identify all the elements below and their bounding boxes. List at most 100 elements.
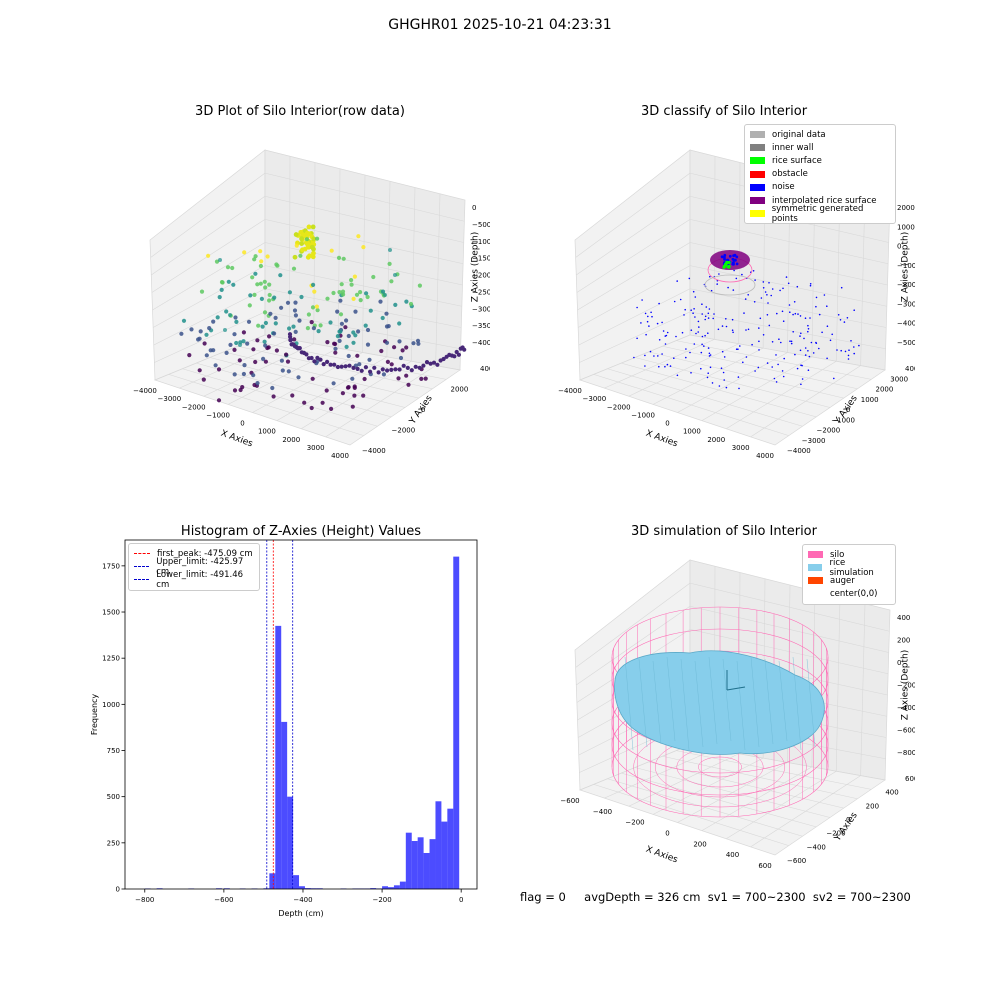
noise-point: [718, 273, 720, 275]
z-tick-label: −3500: [472, 322, 490, 330]
scatter-point: [416, 341, 421, 346]
scatter-point: [359, 368, 364, 373]
mesh-line: [778, 660, 788, 742]
scatter-point: [310, 305, 316, 310]
noise-point: [661, 321, 663, 324]
z-tick-label: 1000: [897, 223, 915, 231]
histogram-title: Histogram of Z-Axies (Height) Values: [180, 524, 422, 539]
noise-point: [747, 328, 750, 331]
scatter-point: [273, 315, 278, 320]
histogram-bar: [281, 721, 288, 889]
scatter-point: [231, 282, 236, 287]
noise-point: [662, 330, 665, 332]
scatter-point: [214, 259, 220, 264]
scatter-point: [325, 359, 330, 364]
noise-point: [688, 277, 691, 280]
scatter-point: [333, 341, 338, 347]
scatter-point: [267, 334, 272, 339]
x-tick-label: 0: [665, 830, 669, 838]
legend-entry: silo: [808, 548, 890, 561]
floor-pane: [578, 334, 886, 446]
noise-point: [741, 273, 743, 276]
grid-line: [577, 242, 691, 311]
grid-line: [152, 242, 266, 311]
scatter-point: [355, 366, 360, 371]
mesh-line: [680, 658, 690, 751]
scatter-point: [298, 253, 303, 258]
scatter-point: [376, 370, 381, 375]
mesh-line: [638, 658, 648, 748]
noise-point: [723, 257, 726, 261]
noise-point: [794, 312, 797, 315]
noise-point: [728, 254, 732, 258]
scatter-point: [213, 363, 218, 368]
noise-point: [762, 287, 765, 289]
mesh-line: [722, 658, 732, 742]
scatter-point: [297, 346, 302, 351]
y-tick-label: 500: [107, 793, 120, 801]
noise-point: [708, 308, 711, 310]
scatter-point: [288, 337, 293, 342]
noise-point: [815, 305, 817, 308]
histogram-bar: [405, 832, 412, 889]
noise-point: [778, 338, 780, 340]
scatter-point: [314, 304, 319, 309]
x-tick-label: −2000: [607, 403, 631, 411]
noise-point: [690, 372, 692, 374]
scatter-point: [224, 350, 229, 355]
scatter-point: [335, 334, 340, 339]
noise-point: [701, 313, 703, 315]
scatter-point: [315, 236, 320, 241]
scatter-point: [365, 294, 370, 300]
noise-point: [839, 319, 842, 321]
scatter-point: [215, 315, 220, 320]
y-tick-label: −600: [787, 857, 806, 865]
noise-point: [821, 331, 823, 334]
legend-swatch: [750, 210, 765, 218]
scatter-point: [216, 367, 222, 372]
scatter-point: [263, 359, 268, 364]
scatter-point: [352, 393, 357, 398]
legend-swatch: [750, 197, 765, 205]
noise-point: [720, 367, 723, 369]
noise-point: [665, 334, 668, 337]
noise-point: [818, 347, 820, 350]
noise-point: [636, 306, 638, 309]
scatter-point: [419, 376, 424, 381]
legend-entry: first_peak: -475.09 cm: [134, 547, 254, 560]
scatter-point: [368, 369, 373, 374]
grid-line: [689, 311, 886, 350]
scatter-point: [346, 333, 351, 339]
scatter-point: [332, 362, 337, 367]
scatter-point: [201, 377, 206, 382]
scatter-point: [297, 318, 302, 323]
scatter-point: [256, 323, 261, 328]
scatter-point: [380, 289, 386, 294]
noise-point: [739, 345, 741, 347]
noise-point: [673, 357, 675, 359]
scatter-point: [284, 352, 289, 357]
x-axis-label: Depth (cm): [278, 909, 323, 918]
grid-line: [223, 351, 419, 399]
scatter-point: [273, 321, 278, 326]
scatter-point: [271, 394, 276, 399]
noise-point: [826, 305, 828, 307]
noise-point: [685, 356, 687, 359]
noise-point: [780, 341, 782, 344]
histogram-bar: [429, 839, 436, 889]
x-tick-label: 3000: [307, 444, 325, 452]
x-tick-label: 0: [665, 420, 669, 428]
noise-point: [709, 354, 712, 356]
z-tick-label: 400: [897, 614, 910, 622]
noise-point: [810, 341, 813, 344]
grid-line: [575, 582, 691, 668]
scatter-point: [397, 321, 402, 326]
noise-point: [684, 308, 686, 311]
scatter-point: [234, 340, 239, 346]
noise-point: [669, 365, 672, 367]
legend-label: Lower_limit: -491.46 cm: [156, 569, 244, 590]
noise-point: [711, 382, 714, 384]
noise-point: [788, 304, 791, 306]
scatter-point: [263, 320, 268, 326]
scatter-point: [262, 339, 267, 344]
